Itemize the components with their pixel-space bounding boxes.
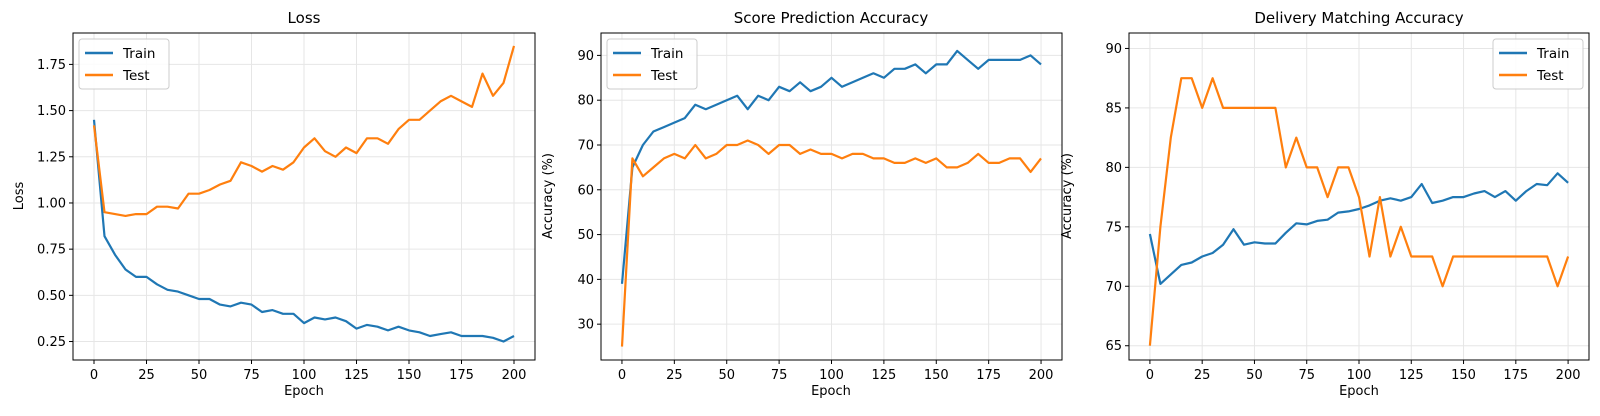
grid-lines: [601, 33, 1062, 360]
x-tick-label: 0: [1146, 368, 1154, 383]
x-tick-label: 200: [1029, 368, 1054, 383]
x-tick-label: 150: [1451, 368, 1476, 383]
data-lines: [620, 49, 1042, 347]
series-line-test: [620, 139, 1042, 347]
series-line-train: [620, 49, 1042, 284]
y-tick-label: 30: [577, 318, 594, 333]
y-tick-label: 1.50: [37, 104, 66, 119]
x-tick-label: 175: [449, 368, 474, 383]
x-tick-label: 150: [397, 368, 422, 383]
y-tick-label: 0.50: [37, 289, 66, 304]
y-tick-label: 70: [577, 138, 594, 153]
x-tick-label: 150: [924, 368, 949, 383]
legend: Train Test: [1492, 38, 1584, 90]
legend-label-test: Test: [122, 68, 150, 84]
x-axis-label: Epoch: [1339, 384, 1379, 399]
score-prediction-accuracy-chart: Score Prediction Accuracy 0 25 50 75 100 125 1…: [541, 9, 1063, 399]
x-axis-ticks: 0 25 50 75 100 125 150 175 200: [90, 360, 527, 383]
x-tick-label: 25: [138, 368, 155, 383]
y-tick-label: 80: [1105, 161, 1122, 176]
y-tick-label: 90: [577, 49, 594, 64]
y-tick-label: 85: [1105, 101, 1122, 116]
data-lines: [1148, 77, 1570, 346]
loss-chart: Loss 0 25 50 75 100 125 150 175 200 0.25 0.50 0.75…: [12, 9, 536, 399]
y-tick-label: 65: [1105, 339, 1122, 354]
x-axis-ticks: 0 25 50 75 100 125 150 175 200: [618, 360, 1054, 383]
x-axis-label: Epoch: [284, 384, 324, 399]
x-tick-label: 75: [771, 368, 788, 383]
series-line-test: [92, 45, 516, 217]
y-tick-label: 80: [577, 94, 594, 109]
y-axis-ticks: 30 40 50 60 70 80 90: [577, 49, 601, 333]
legend-label-train: Train: [650, 46, 683, 62]
y-tick-label: 1.25: [37, 150, 66, 165]
y-axis-label: Accuracy (%): [1060, 153, 1075, 239]
x-tick-label: 125: [1399, 368, 1424, 383]
y-tick-label: 70: [1105, 280, 1122, 295]
x-tick-label: 175: [1503, 368, 1528, 383]
x-tick-label: 50: [718, 368, 735, 383]
x-tick-label: 50: [1246, 368, 1263, 383]
y-axis-ticks: 0.25 0.50 0.75 1.00 1.25 1.50 1.75: [37, 58, 73, 350]
y-tick-label: 60: [577, 183, 594, 198]
series-line-train: [1148, 172, 1569, 285]
legend: Train Test: [606, 38, 698, 90]
legend-label-test: Test: [1536, 68, 1564, 84]
legend-label-train: Train: [1536, 46, 1569, 62]
x-tick-label: 75: [243, 368, 260, 383]
x-tick-label: 25: [666, 368, 683, 383]
x-tick-label: 200: [502, 368, 527, 383]
data-lines: [92, 45, 516, 343]
x-tick-label: 125: [871, 368, 896, 383]
y-tick-label: 90: [1105, 42, 1122, 57]
x-tick-label: 200: [1556, 368, 1581, 383]
x-tick-label: 75: [1298, 368, 1315, 383]
series-line-test: [1148, 77, 1570, 346]
series-line-train: [92, 119, 515, 343]
legend-label-train: Train: [122, 46, 155, 62]
legend-label-test: Test: [650, 68, 678, 84]
x-tick-label: 125: [344, 368, 369, 383]
y-axis-label: Loss: [12, 182, 27, 211]
x-axis-label: Epoch: [811, 384, 851, 399]
chart-title: Loss: [288, 9, 321, 27]
x-tick-label: 100: [819, 368, 844, 383]
legend: Train Test: [78, 38, 170, 90]
y-tick-label: 50: [577, 228, 594, 243]
x-tick-label: 0: [618, 368, 626, 383]
chart-title: Score Prediction Accuracy: [734, 9, 929, 27]
x-axis-ticks: 0 25 50 75 100 125 150 175 200: [1146, 360, 1581, 383]
y-tick-label: 0.75: [37, 243, 66, 258]
y-tick-label: 0.25: [37, 335, 66, 350]
delivery-matching-accuracy-chart: Delivery Matching Accuracy 0 25 50 75 100 125…: [1060, 9, 1590, 399]
y-tick-label: 75: [1105, 220, 1122, 235]
chart-title: Delivery Matching Accuracy: [1254, 9, 1463, 27]
y-tick-label: 1.75: [37, 58, 66, 73]
grid-lines: [73, 33, 535, 360]
y-tick-label: 1.00: [37, 196, 66, 211]
x-tick-label: 100: [1347, 368, 1372, 383]
y-tick-label: 40: [577, 273, 594, 288]
y-axis-label: Accuracy (%): [541, 153, 556, 239]
x-tick-label: 25: [1194, 368, 1211, 383]
x-tick-label: 0: [90, 368, 98, 383]
x-tick-label: 50: [191, 368, 208, 383]
x-tick-label: 175: [976, 368, 1001, 383]
x-tick-label: 100: [292, 368, 317, 383]
y-axis-ticks: 65 70 75 80 85 90: [1105, 42, 1129, 354]
